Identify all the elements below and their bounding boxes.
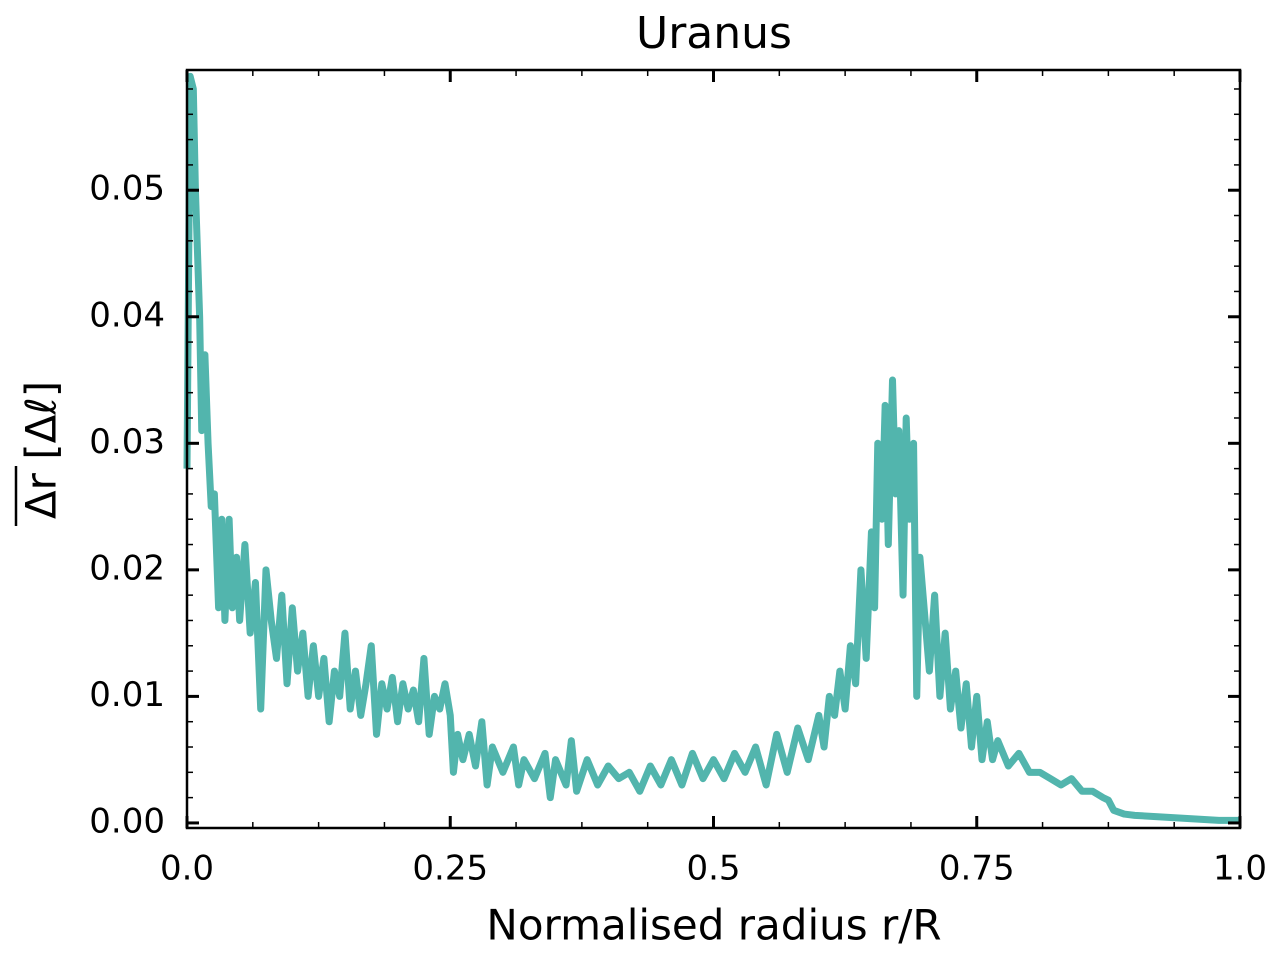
y-axis-label: Δr [Δℓ]: [17, 381, 66, 519]
x-tick-label: 0.0: [160, 849, 214, 889]
data-line: [183, 72, 1240, 824]
x-tick-label: 0.5: [686, 849, 740, 889]
plot-frame: [185, 68, 1242, 830]
y-tick-label: 0.02: [89, 548, 165, 588]
y-tick-label: 0.04: [89, 295, 165, 335]
x-axis-label: Normalised radius r/R: [486, 901, 941, 950]
y-tick-label: 0.01: [89, 675, 165, 715]
x-tick-label: 0.25: [412, 849, 488, 889]
y-tick-label: 0.00: [89, 801, 165, 841]
x-tick-label: 0.75: [939, 849, 1015, 889]
chart-title: Uranus: [636, 8, 792, 59]
y-axis-label-group: Δr [Δℓ]: [14, 381, 66, 526]
x-tick-label: 1.0: [1213, 849, 1267, 889]
y-tick-label: 0.03: [89, 422, 165, 462]
y-tick-label: 0.05: [89, 169, 165, 209]
